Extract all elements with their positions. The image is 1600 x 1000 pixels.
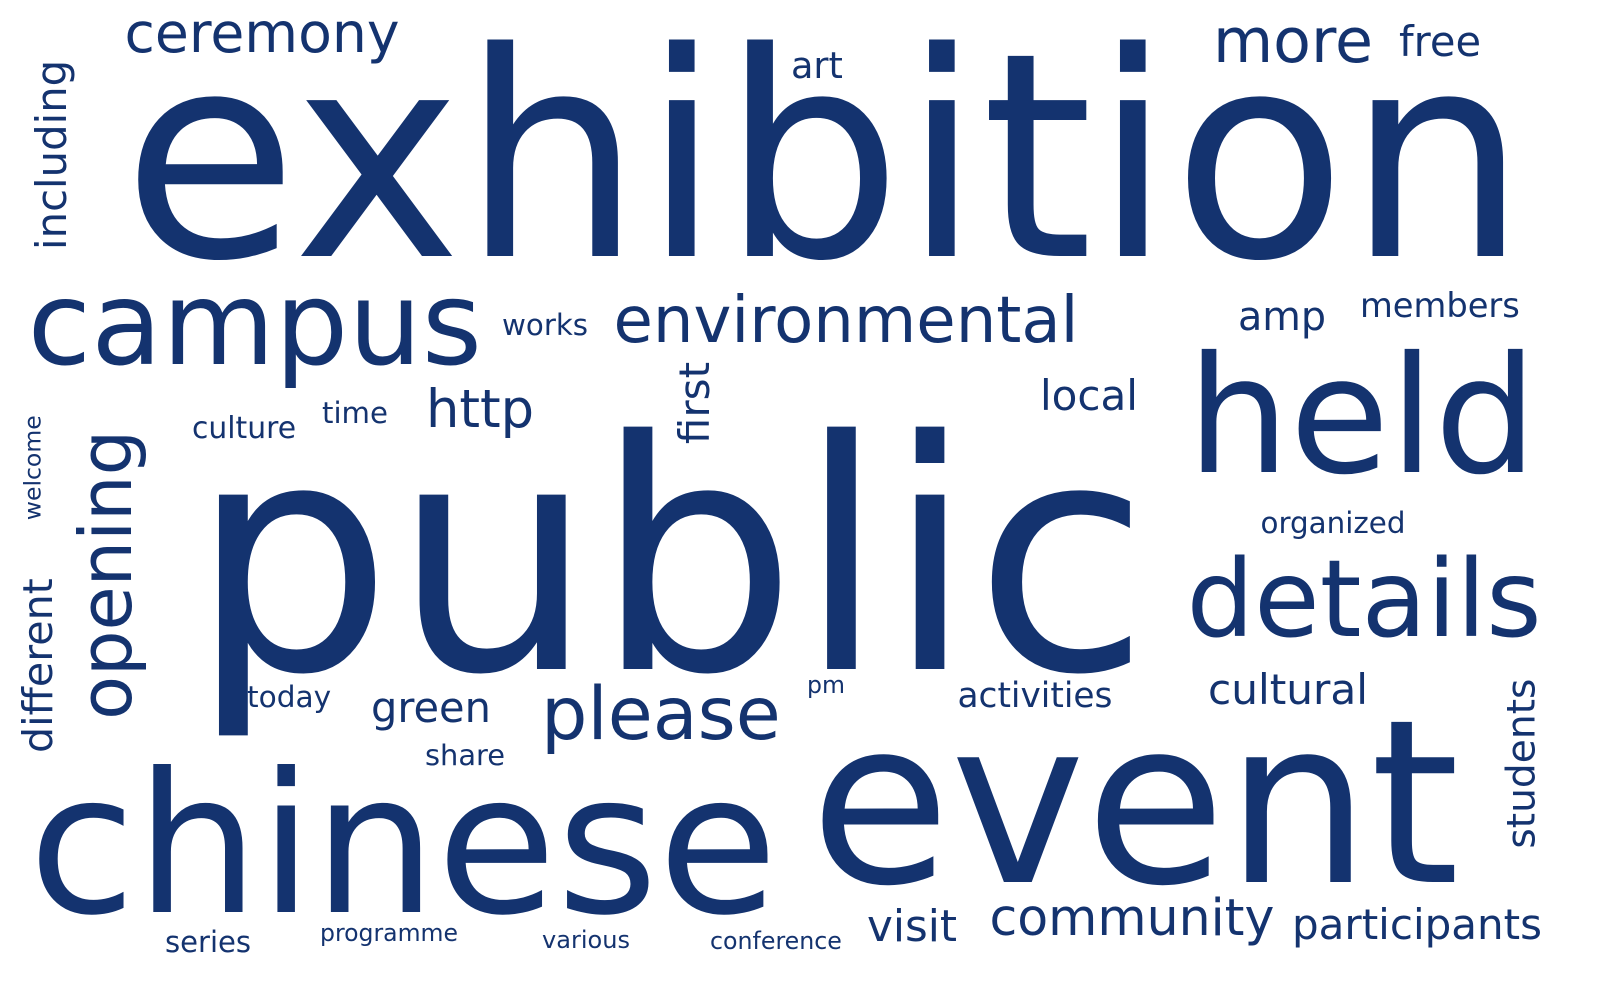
- word-cultural: cultural: [1208, 665, 1368, 714]
- word-pm: pm: [807, 671, 845, 699]
- word-conference: conference: [710, 927, 842, 955]
- word-opening: opening: [64, 429, 149, 720]
- word-campus: campus: [27, 258, 483, 392]
- word-including: including: [27, 59, 77, 250]
- word-different: different: [13, 577, 62, 753]
- word-details: details: [1186, 537, 1542, 662]
- word-time: time: [322, 395, 388, 430]
- word-welcome: welcome: [18, 415, 47, 521]
- word-culture: culture: [192, 411, 297, 446]
- word-participants: participants: [1292, 900, 1543, 949]
- word-ceremony: ceremony: [124, 1, 400, 66]
- word-activities: activities: [957, 676, 1113, 716]
- word-members: members: [1360, 286, 1520, 325]
- word-held: held: [1187, 323, 1538, 511]
- word-community: community: [989, 887, 1275, 947]
- word-various: various: [542, 926, 630, 954]
- word-http: http: [426, 378, 535, 440]
- word-art: art: [791, 43, 843, 87]
- word-today: today: [247, 680, 332, 714]
- word-visit: visit: [867, 901, 958, 952]
- word-first: first: [670, 361, 720, 445]
- word-chinese: chinese: [28, 730, 778, 958]
- word-organized: organized: [1260, 505, 1406, 540]
- word-share: share: [425, 737, 506, 772]
- word-public: public: [190, 373, 1150, 745]
- word-green: green: [371, 683, 491, 732]
- word-local: local: [1040, 371, 1138, 420]
- word-programme: programme: [320, 919, 458, 947]
- word-more: more: [1213, 5, 1373, 77]
- word-amp: amp: [1238, 294, 1327, 340]
- word-please: please: [541, 671, 781, 757]
- word-series: series: [165, 924, 252, 959]
- word-event: event: [810, 670, 1460, 936]
- word-works: works: [502, 307, 589, 342]
- word-environmental: environmental: [613, 284, 1079, 358]
- word-exhibition: exhibition: [122, 0, 1528, 324]
- word-students: students: [1499, 678, 1545, 849]
- word-free: free: [1399, 17, 1482, 66]
